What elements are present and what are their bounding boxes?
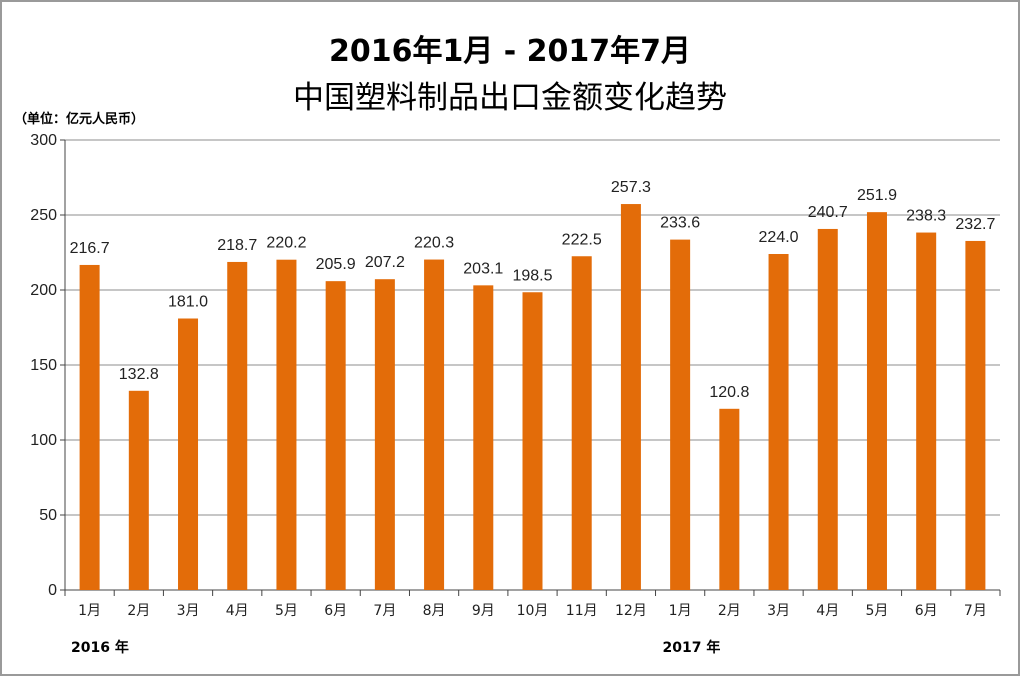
- category-label-10: 11月: [566, 603, 598, 619]
- data-label-18: 232.7: [955, 216, 995, 233]
- category-label-13: 2月: [718, 603, 741, 619]
- data-label-8: 203.1: [463, 260, 503, 277]
- data-label-12: 233.6: [660, 215, 700, 232]
- data-label-7: 220.3: [414, 235, 454, 252]
- bar-8: [473, 285, 494, 590]
- data-label-0: 216.7: [70, 240, 110, 257]
- bar-4: [276, 259, 297, 590]
- data-label-6: 207.2: [365, 254, 405, 271]
- category-label-17: 6月: [915, 603, 938, 619]
- data-label-11: 257.3: [611, 179, 651, 196]
- y-tick-label: 0: [48, 582, 57, 599]
- data-label-4: 220.2: [266, 235, 306, 252]
- bar-3: [227, 261, 248, 590]
- data-label-1: 132.8: [119, 366, 159, 383]
- bar-18: [965, 240, 986, 590]
- data-label-13: 120.8: [709, 384, 749, 401]
- category-label-8: 9月: [472, 603, 495, 619]
- data-label-14: 224.0: [759, 229, 799, 246]
- data-label-17: 238.3: [906, 208, 946, 225]
- data-label-3: 218.7: [217, 237, 257, 254]
- y-tick-label: 300: [30, 132, 57, 149]
- y-tick-label: 200: [30, 282, 57, 299]
- bar-1: [128, 390, 149, 590]
- category-label-4: 5月: [275, 603, 298, 619]
- bar-2: [178, 318, 199, 590]
- bar-9: [522, 292, 543, 590]
- y-tick-label: 100: [30, 432, 57, 449]
- year-label-0: 2016 年: [71, 639, 129, 656]
- data-label-16: 251.9: [857, 187, 897, 204]
- unit-label: （单位：亿元人民币）: [14, 112, 145, 127]
- category-label-6: 7月: [373, 603, 396, 619]
- data-label-9: 198.5: [512, 267, 552, 284]
- data-label-2: 181.0: [168, 294, 208, 311]
- bar-10: [571, 256, 592, 590]
- category-label-16: 5月: [866, 603, 889, 619]
- data-label-10: 222.5: [562, 231, 602, 248]
- bar-14: [768, 254, 789, 590]
- bar-17: [916, 232, 937, 591]
- bar-12: [670, 239, 691, 590]
- y-tick-label: 150: [30, 357, 57, 374]
- bar-6: [374, 279, 395, 590]
- data-label-5: 205.9: [316, 256, 356, 273]
- year-label-1: 2017 年: [663, 639, 721, 656]
- bar-16: [866, 212, 887, 590]
- category-label-12: 1月: [669, 603, 692, 619]
- category-label-7: 8月: [423, 603, 446, 619]
- bar-13: [719, 408, 740, 590]
- category-label-1: 2月: [127, 603, 150, 619]
- chart-subtitle: 中国塑料制品出口金额变化趋势: [293, 80, 727, 116]
- category-label-11: 12月: [615, 603, 647, 619]
- bar-11: [620, 204, 641, 591]
- category-label-2: 3月: [177, 603, 200, 619]
- data-label-15: 240.7: [808, 204, 848, 221]
- bar-5: [325, 281, 346, 590]
- category-label-3: 4月: [226, 603, 249, 619]
- category-label-14: 3月: [767, 603, 790, 619]
- bar-0: [79, 264, 100, 590]
- y-tick-label: 250: [30, 207, 57, 224]
- category-label-9: 10月: [517, 603, 549, 619]
- category-label-18: 7月: [964, 603, 987, 619]
- bar-15: [817, 228, 838, 590]
- category-label-5: 6月: [324, 603, 347, 619]
- category-label-0: 1月: [78, 603, 101, 619]
- bar-7: [424, 259, 445, 590]
- category-label-15: 4月: [816, 603, 839, 619]
- y-tick-label: 50: [39, 507, 57, 524]
- chart-title: 2016年1月 - 2017年7月: [328, 34, 692, 69]
